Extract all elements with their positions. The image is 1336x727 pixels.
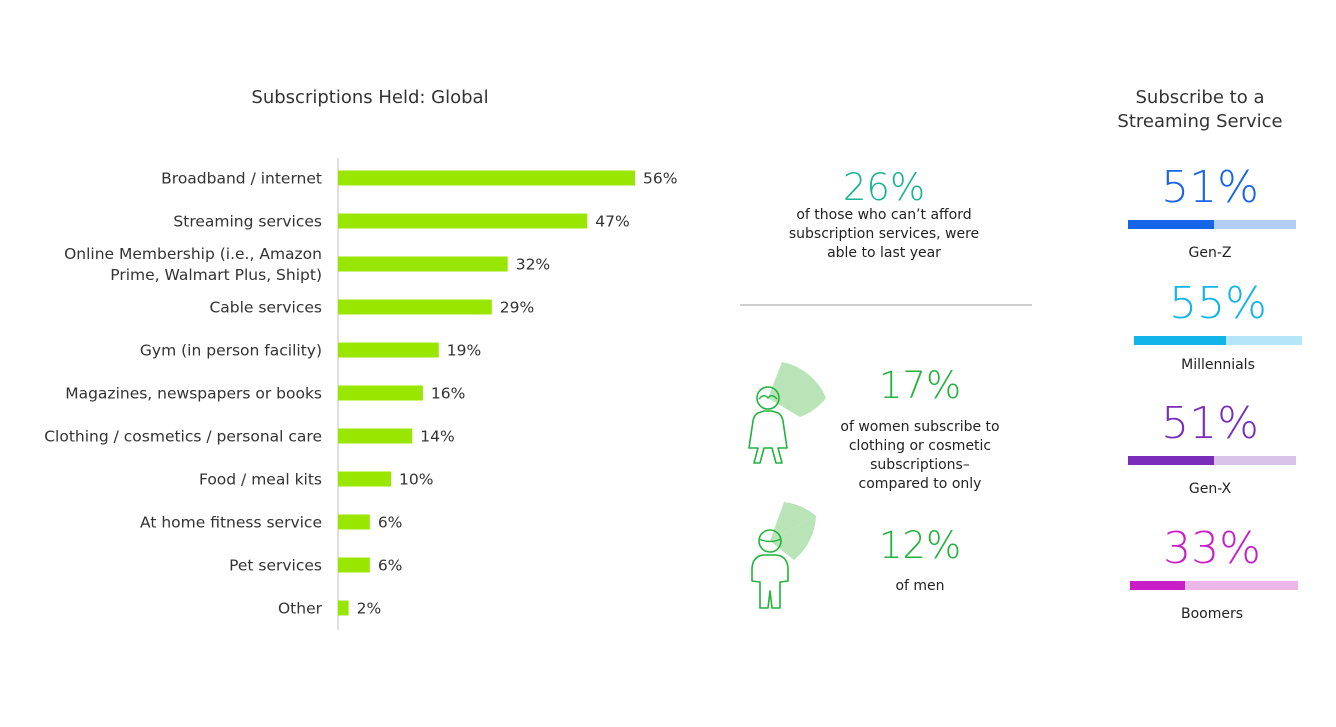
category-label: Cable services	[209, 299, 322, 317]
gen-value: 51%	[1161, 398, 1259, 449]
gen-z-block: 51% Gen-Z	[1120, 162, 1300, 261]
data-label: 19%	[447, 342, 481, 360]
bar	[338, 471, 392, 487]
pie-slice-icon	[770, 502, 816, 541]
men-text-line: of men	[895, 578, 945, 594]
bar	[338, 514, 370, 530]
bar	[338, 428, 413, 444]
category-label: Prime, Walmart Plus, Shipt)	[110, 266, 322, 284]
generations-title-line: Subscribe to a	[1135, 87, 1265, 108]
women-stat-text: of women subscribe to clothing or cosmet…	[810, 418, 1030, 494]
afford-text-line: of those who can’t afford	[796, 207, 972, 223]
category-label: Magazines, newspapers or books	[65, 385, 322, 403]
gen-bar	[1130, 581, 1298, 590]
gen-label: Gen-X	[1188, 481, 1232, 497]
women-stat-value: 17%	[878, 364, 962, 407]
data-label: 16%	[431, 385, 465, 403]
category-label: Other	[278, 600, 323, 618]
afford-stat-value: 26%	[842, 166, 926, 209]
men-stat-text: of men	[810, 577, 1030, 596]
data-label: 32%	[516, 256, 550, 274]
data-label: 6%	[378, 514, 403, 532]
section-divider	[740, 304, 1032, 306]
gen-label: Millennials	[1181, 357, 1255, 373]
gen-label: Gen-Z	[1188, 245, 1232, 261]
men-stat-value: 12%	[878, 524, 962, 567]
gen-value: 55%	[1169, 278, 1267, 329]
data-label: 2%	[357, 600, 382, 618]
category-label: Food / meal kits	[199, 471, 322, 489]
woman-icon	[748, 362, 826, 464]
afford-text-line: subscription services, were	[788, 226, 980, 242]
gen-bar-fill	[1130, 581, 1186, 590]
data-label: 56%	[643, 170, 677, 188]
millennials-block: 55% Millennials	[1128, 278, 1308, 373]
category-label: Gym (in person facility)	[140, 342, 322, 360]
bar	[338, 170, 635, 186]
generations-title-line: Streaming Service	[1117, 111, 1283, 132]
bar	[338, 385, 423, 401]
bar	[338, 342, 439, 358]
gen-bar	[1128, 220, 1296, 229]
bar	[338, 256, 508, 272]
category-label: Streaming services	[173, 213, 322, 231]
category-label: Broadband / internet	[161, 170, 322, 188]
data-label: 10%	[399, 471, 433, 489]
bar	[338, 600, 349, 616]
gen-bar-fill	[1128, 220, 1214, 229]
gen-value: 51%	[1161, 162, 1259, 213]
women-text-line: of women subscribe to	[840, 419, 1000, 435]
category-label: At home fitness service	[140, 514, 322, 532]
bar	[338, 299, 492, 315]
pie-slice-icon	[768, 362, 826, 417]
boomers-block: 33% Boomers	[1122, 523, 1302, 622]
bar	[338, 213, 588, 229]
data-label: 47%	[595, 213, 629, 231]
bar	[338, 557, 370, 573]
women-text-line: compared to only	[858, 476, 982, 492]
women-text-line: clothing or cosmetic	[848, 438, 992, 454]
category-label: Pet services	[229, 557, 322, 575]
gen-bar-fill	[1128, 456, 1214, 465]
women-text-line: subscriptions–	[870, 457, 970, 473]
gen-x-block: 51% Gen-X	[1120, 398, 1300, 497]
data-label: 6%	[378, 557, 403, 575]
afford-text-line: able to last year	[827, 245, 941, 261]
generations-title: Subscribe to a Streaming Service	[1100, 86, 1300, 134]
gen-bar	[1128, 456, 1296, 465]
gen-bar	[1134, 336, 1302, 345]
category-label: Clothing / cosmetics / personal care	[44, 428, 322, 446]
gen-value: 33%	[1163, 523, 1261, 574]
gen-bar-fill	[1134, 336, 1227, 345]
bar-chart: 56% Broadband / internet 47% Streaming serv…	[44, 158, 677, 630]
afford-stat-text: of those who can’t afford subscription s…	[774, 206, 994, 263]
gen-label: Boomers	[1180, 606, 1244, 622]
bar-chart-title: Subscriptions Held: Global	[251, 87, 489, 108]
category-label: Online Membership (i.e., Amazon	[64, 245, 322, 263]
man-icon	[751, 502, 816, 609]
data-label: 14%	[420, 428, 454, 446]
data-label: 29%	[500, 299, 534, 317]
